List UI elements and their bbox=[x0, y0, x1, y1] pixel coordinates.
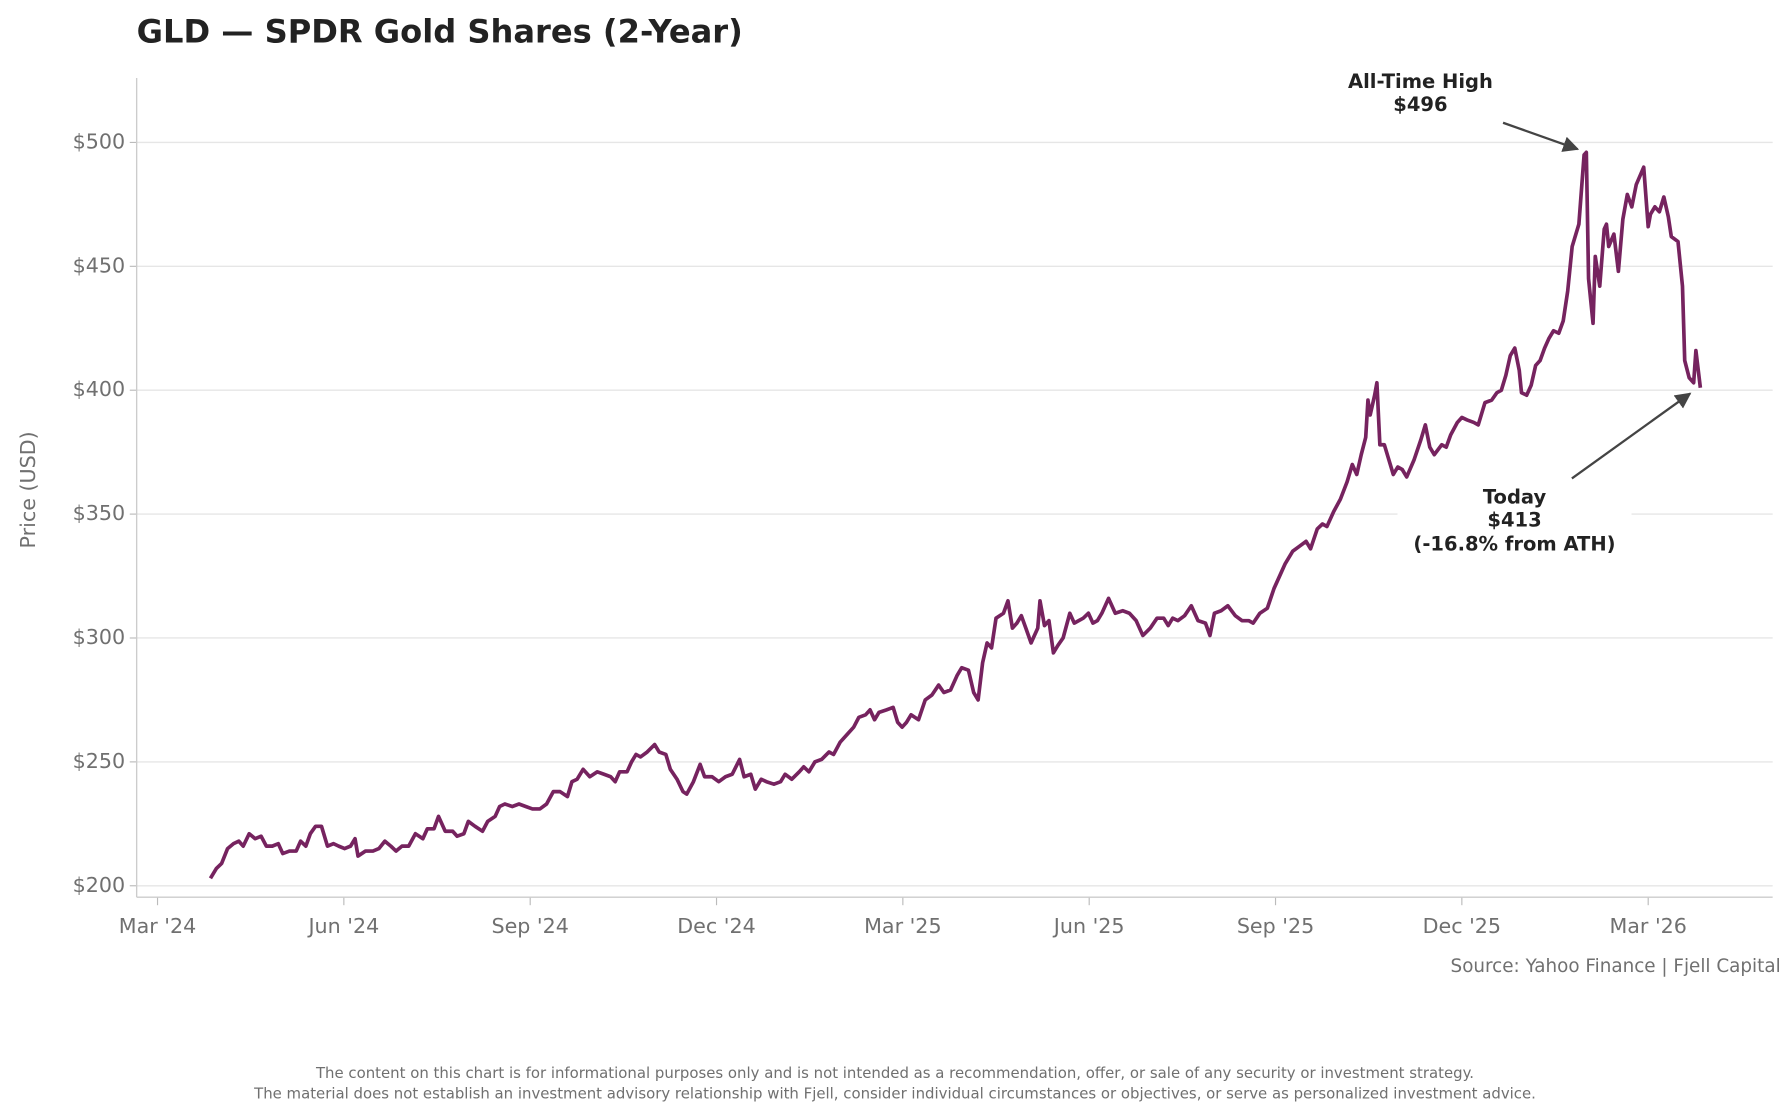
annotation: $496 bbox=[1393, 93, 1447, 116]
y-tick-label: $400 bbox=[73, 377, 126, 401]
price-line bbox=[208, 150, 1703, 880]
annotation-arrow bbox=[1502, 121, 1580, 152]
grid: $200 $250 $300 $350 $400 $450 $500 Mar '24 Jun '… bbox=[73, 129, 1773, 938]
x-tick-label: Mar '26 bbox=[1609, 914, 1686, 938]
y-tick-label: $500 bbox=[73, 129, 126, 153]
x-tick-label: Mar '24 bbox=[119, 914, 196, 938]
x-tick-label: Jun '25 bbox=[1052, 914, 1125, 938]
annotation: Today bbox=[1483, 485, 1547, 508]
annotation-arrow bbox=[1571, 392, 1692, 480]
plot bbox=[208, 150, 1703, 880]
disclaimer: The material does not establish an inves… bbox=[253, 1084, 1536, 1102]
x-tick-label: Jun '24 bbox=[306, 914, 379, 938]
annotation: All-Time High bbox=[1348, 70, 1493, 93]
chart-title: GLD — SPDR Gold Shares (2-Year) bbox=[137, 12, 743, 50]
annotation: $413 bbox=[1487, 508, 1541, 531]
y-tick-label: $350 bbox=[73, 501, 126, 525]
y-tick-label: $300 bbox=[73, 625, 126, 649]
y-axis-label: Price (USD) bbox=[16, 431, 40, 548]
x-tick-label: Sep '25 bbox=[1237, 914, 1314, 938]
x-tick-label: Dec '25 bbox=[1423, 914, 1501, 938]
y-tick-label: $250 bbox=[73, 749, 126, 773]
x-tick-label: Sep '24 bbox=[491, 914, 568, 938]
annotation: (-16.8% from ATH) bbox=[1413, 532, 1615, 555]
x-tick-label: Dec '24 bbox=[677, 914, 755, 938]
y-tick-label: $200 bbox=[73, 873, 126, 897]
x-tick-label: Mar '25 bbox=[864, 914, 941, 938]
disclaimer: The content on this chart is for informa… bbox=[315, 1064, 1474, 1082]
y-tick-label: $450 bbox=[73, 253, 126, 277]
annotation-box bbox=[1397, 484, 1632, 560]
source: Source: Yahoo Finance | Fjell Capital bbox=[1451, 956, 1781, 977]
